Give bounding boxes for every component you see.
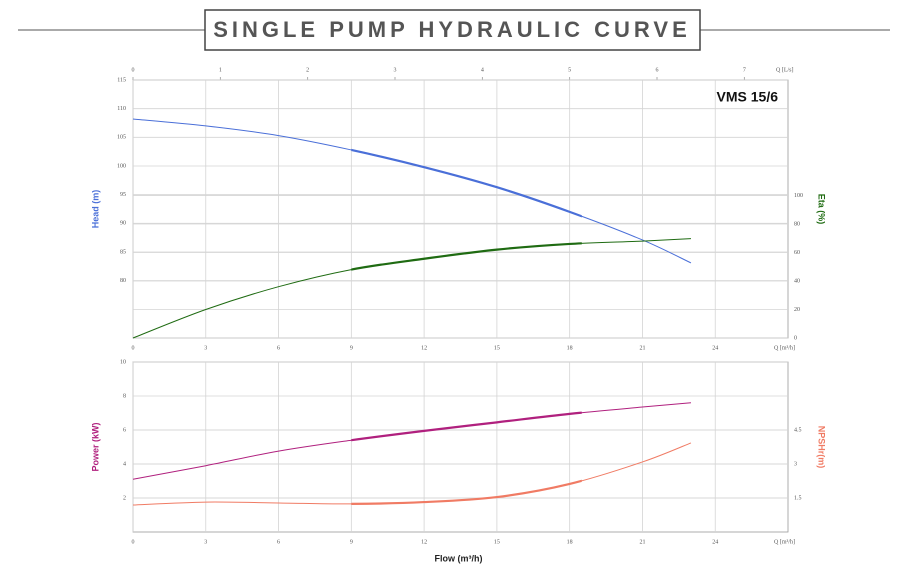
y-tick-label: 85 <box>120 249 126 255</box>
x-tick-label: 15 <box>494 539 500 545</box>
x-tick-label: 24 <box>712 539 718 545</box>
y2-tick-label: 60 <box>794 250 800 256</box>
x-tick-label: 9 <box>350 539 353 545</box>
x2-tick-label: 4 <box>481 67 484 73</box>
y2-tick-label: 0 <box>794 335 797 341</box>
x-unit-label: Q [m³/h] <box>774 345 795 351</box>
x2-tick-label: 1 <box>219 67 222 73</box>
x2-tick-label: 6 <box>656 67 659 73</box>
y2-axis-label: Eta (%) <box>817 194 827 225</box>
y2-tick-label: 100 <box>794 193 803 199</box>
y-tick-label: 110 <box>117 106 126 112</box>
x-tick-label: 21 <box>639 539 645 545</box>
y2-tick-label: 40 <box>794 278 800 284</box>
y-axis-label: Power (kW) <box>90 422 100 471</box>
y-tick-label: 8 <box>123 393 126 399</box>
x-unit-label: Q [m³/h] <box>774 539 795 545</box>
y-tick-label: 115 <box>117 77 126 83</box>
plot-area <box>132 361 789 533</box>
x2-tick-label: 3 <box>394 67 397 73</box>
annotation: VMS 15/6 <box>717 89 779 105</box>
y2-axis-label: NPSHr(m) <box>817 426 827 469</box>
y-tick-label: 10 <box>120 359 126 365</box>
x-tick-label: 0 <box>132 539 135 545</box>
y-tick-label: 80 <box>120 278 126 284</box>
x2-tick-label: 5 <box>568 67 571 73</box>
y-tick-label: 100 <box>117 163 126 169</box>
x-tick-label: 6 <box>277 539 280 545</box>
series-highlight <box>351 479 582 505</box>
series-highlight <box>351 242 582 271</box>
y2-tick-label: 20 <box>794 307 800 313</box>
y-tick-label: 4 <box>123 461 126 467</box>
x-tick-label: 6 <box>277 345 280 351</box>
x2-unit-label: Q [L/s] <box>776 67 794 73</box>
y-tick-label: 105 <box>117 135 126 141</box>
x2-tick-label: 2 <box>306 67 309 73</box>
y2-tick-label: 3 <box>794 461 797 467</box>
x2-tick-label: 0 <box>132 67 135 73</box>
title-box <box>204 9 701 51</box>
x2-tick-label: 7 <box>743 67 746 73</box>
y-tick-label: 6 <box>123 427 126 433</box>
plot-area <box>132 79 789 339</box>
y-tick-label: 2 <box>123 495 126 501</box>
x-tick-label: 12 <box>421 345 427 351</box>
x-tick-label: 0 <box>132 345 135 351</box>
x-tick-label: 9 <box>350 345 353 351</box>
x-tick-label: 15 <box>494 345 500 351</box>
y2-tick-label: 4.5 <box>794 427 802 433</box>
page-title: SINGLE PUMP HYDRAULIC CURVE <box>213 17 691 42</box>
x-tick-label: 21 <box>639 345 645 351</box>
y2-tick-label: 80 <box>794 221 800 227</box>
y2-tick-label: 1.5 <box>794 495 802 501</box>
series-highlight <box>351 148 582 218</box>
x-tick-label: 24 <box>712 345 718 351</box>
series-highlight <box>351 411 582 442</box>
x-tick-label: 18 <box>567 345 573 351</box>
x-tick-label: 3 <box>204 539 207 545</box>
x-axis-label: Flow (m³/h) <box>435 553 483 563</box>
x-tick-label: 12 <box>421 539 427 545</box>
y-tick-label: 90 <box>120 221 126 227</box>
x-tick-label: 3 <box>204 345 207 351</box>
y-axis-label: Head (m) <box>90 190 100 229</box>
x-tick-label: 18 <box>567 539 573 545</box>
y-tick-label: 95 <box>120 192 126 198</box>
